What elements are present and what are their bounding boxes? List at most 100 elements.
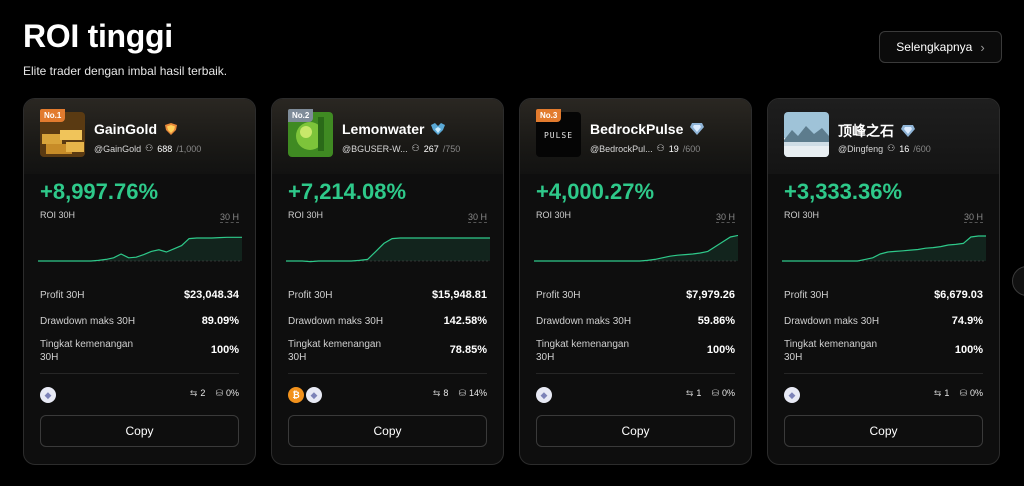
database-icon: ⛁ — [215, 388, 223, 398]
period-selector[interactable]: 30 H — [715, 212, 735, 223]
aum-percent: 0% — [969, 388, 983, 398]
profit-label: Profit 30H — [784, 290, 829, 301]
avatar[interactable] — [784, 112, 829, 157]
trader-handle: @BedrockPul... — [590, 143, 653, 154]
trader-name[interactable]: BedrockPulse — [590, 121, 684, 137]
trader-card[interactable]: 顶峰之石 @Dingfeng ⚇ 16/600 +3,333.36% ROI 3… — [767, 98, 1000, 465]
sparkline-area — [38, 237, 242, 261]
eth-coin-icon: ◆ — [784, 387, 800, 403]
winrate-value: 100% — [954, 344, 983, 356]
drawdown-label: Drawdown maks 30H — [536, 316, 632, 327]
copy-count: 1 — [696, 388, 702, 398]
roi-sparkline — [782, 235, 986, 262]
database-icon: ⛁ — [959, 388, 967, 398]
divider — [784, 373, 983, 374]
rank-badge: No.1 — [40, 109, 66, 122]
trader-handle: @Dingfeng — [838, 143, 884, 154]
diamond-shield-icon — [431, 123, 446, 135]
eth-coin-icon: ◆ — [40, 387, 56, 403]
roi-label: ROI 30H — [288, 210, 324, 220]
people-icon: ⚇ — [411, 143, 420, 153]
aum-percent: 0% — [721, 388, 735, 398]
database-icon: ⛁ — [458, 388, 466, 398]
copy-arrows-icon: ⇆ — [685, 388, 694, 398]
gold-shield-icon — [165, 123, 177, 135]
winrate-label: Tingkat kemenangan 30H — [40, 339, 134, 363]
aum-percent: 0% — [225, 388, 239, 398]
page-title: ROI tinggi — [23, 18, 173, 54]
sparkline-line — [286, 237, 490, 263]
sparkline-line — [534, 234, 738, 262]
divider — [288, 373, 487, 374]
roi-label: ROI 30H — [784, 210, 820, 220]
trader-name[interactable]: Lemonwater — [342, 121, 425, 137]
copier-max: /750 — [442, 143, 461, 154]
people-icon: ⚇ — [887, 143, 896, 153]
profit-label: Profit 30H — [40, 290, 85, 301]
copy-button[interactable]: Copy — [288, 415, 487, 447]
winrate-value: 100% — [210, 344, 239, 356]
trader-handle: @BGUSER-W... — [342, 143, 408, 154]
drawdown-label: Drawdown maks 30H — [288, 316, 384, 327]
copy-button[interactable]: Copy — [40, 415, 239, 447]
winrate-value: 78.85% — [449, 344, 487, 356]
period-selector[interactable]: 30 H — [219, 212, 239, 223]
copy-count: 8 — [443, 388, 449, 398]
sparkline-area — [534, 235, 738, 261]
divider — [40, 373, 239, 374]
people-icon: ⚇ — [145, 143, 154, 153]
database-icon: ⛁ — [711, 388, 719, 398]
drawdown-value: 89.09% — [201, 315, 239, 327]
copy-button[interactable]: Copy — [536, 415, 735, 447]
drawdown-label: Drawdown maks 30H — [40, 316, 136, 327]
trader-name[interactable]: GainGold — [94, 121, 157, 137]
copier-count: 688 — [157, 143, 173, 154]
roi-label: ROI 30H — [40, 210, 76, 220]
winrate-label: Tingkat kemenangan 30H — [536, 339, 630, 363]
copy-button[interactable]: Copy — [784, 415, 983, 447]
sparkline-line — [782, 235, 986, 262]
btc-coin-icon: ₿ — [288, 387, 304, 403]
profit-value: $15,948.81 — [431, 289, 487, 301]
trader-card[interactable]: No.1 GainGold @GainGold ⚇ 688/1,000 +8,9… — [23, 98, 256, 465]
winrate-value: 100% — [706, 344, 735, 356]
copy-arrows-icon: ⇆ — [189, 388, 198, 398]
see-more-label: Selengkapnya — [896, 40, 973, 54]
drawdown-label: Drawdown maks 30H — [784, 316, 880, 327]
roi-sparkline — [38, 236, 242, 262]
copy-arrows-icon: ⇆ — [432, 388, 441, 398]
period-selector[interactable]: 30 H — [963, 212, 983, 223]
sparkline-line — [38, 236, 242, 262]
drawdown-value: 59.86% — [697, 315, 735, 327]
page-subtitle: Elite trader dengan imbal hasil terbaik. — [23, 64, 228, 78]
people-icon: ⚇ — [656, 143, 665, 153]
trader-card[interactable]: No.3 PULSE BedrockPulse @BedrockPul... ⚇… — [519, 98, 752, 465]
divider — [536, 373, 735, 374]
copier-count: 16 — [899, 143, 910, 154]
trader-handle: @GainGold — [94, 143, 142, 154]
copier-max: /1,000 — [176, 143, 202, 154]
eth-coin-icon: ◆ — [536, 387, 552, 403]
rank-badge: No.3 — [536, 109, 562, 122]
roi-value: +4,000.27% — [536, 179, 655, 204]
trader-name[interactable]: 顶峰之石 — [838, 123, 894, 139]
roi-sparkline — [286, 237, 490, 263]
winrate-label: Tingkat kemenangan 30H — [784, 339, 878, 363]
copier-max: /600 — [682, 143, 701, 154]
winrate-label: Tingkat kemenangan 30H — [288, 339, 382, 363]
copy-count: 1 — [944, 388, 950, 398]
carousel-next-button[interactable] — [1012, 266, 1024, 296]
copier-count: 19 — [668, 143, 679, 154]
see-more-button[interactable]: Selengkapnya › — [879, 31, 1002, 63]
period-selector[interactable]: 30 H — [467, 212, 487, 223]
roi-value: +8,997.76% — [40, 179, 159, 204]
profit-value: $7,979.26 — [686, 289, 735, 301]
profit-label: Profit 30H — [288, 290, 333, 301]
drawdown-value: 142.58% — [443, 315, 487, 327]
sparkline-area — [286, 238, 490, 262]
copier-max: /600 — [913, 143, 931, 154]
trader-card[interactable]: No.2 Lemonwater @BGUSER-W... ⚇ 267/750 +… — [271, 98, 504, 465]
diamond-icon — [690, 123, 705, 135]
profit-label: Profit 30H — [536, 290, 581, 301]
profit-value: $23,048.34 — [183, 289, 239, 301]
